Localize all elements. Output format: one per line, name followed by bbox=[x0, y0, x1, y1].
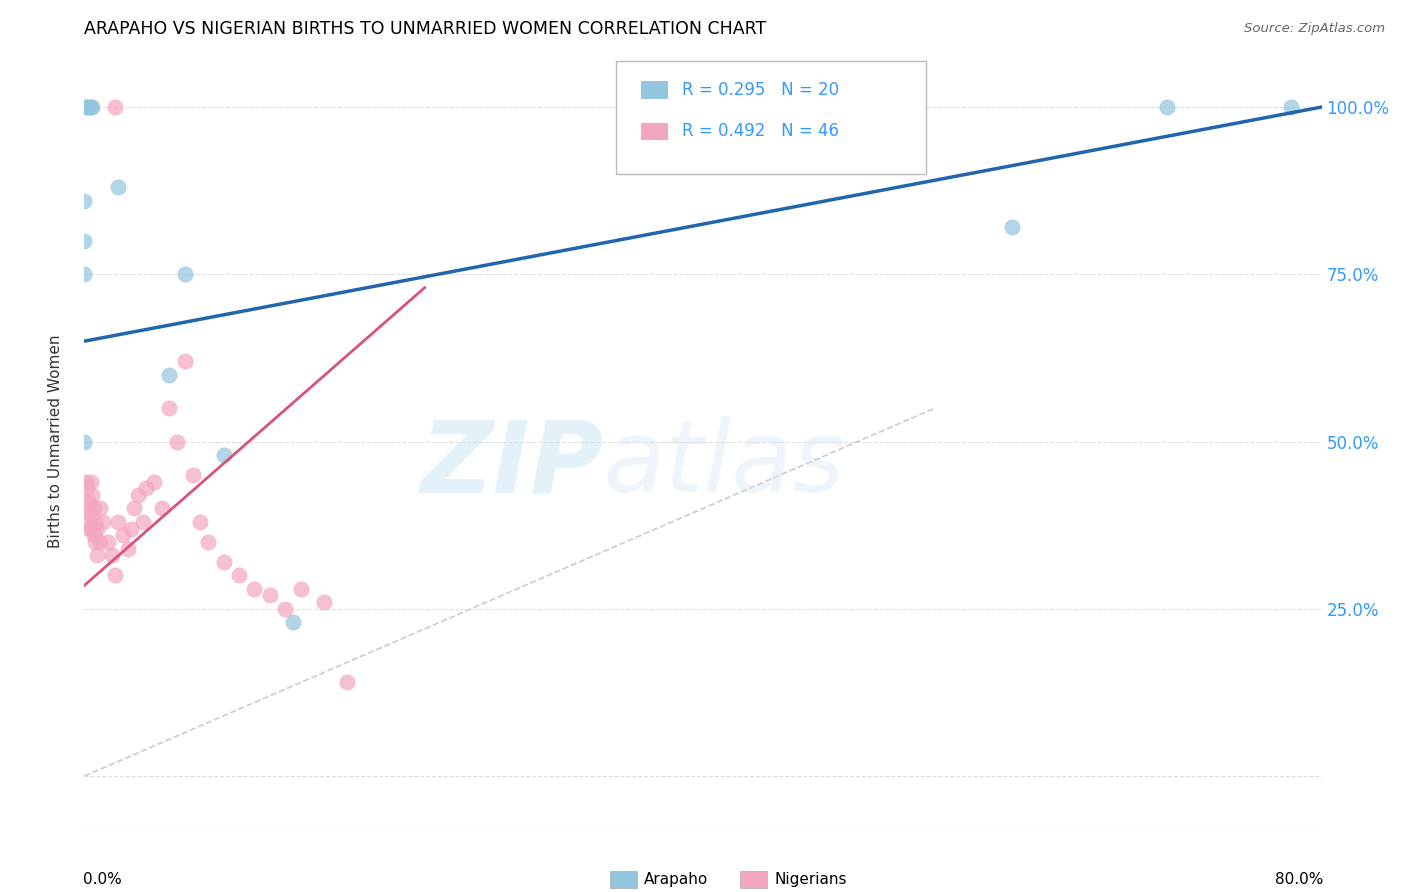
Point bbox=[79, 508, 101, 523]
Point bbox=[1156, 100, 1178, 114]
Point bbox=[76, 100, 98, 114]
Point bbox=[104, 100, 127, 114]
Point bbox=[101, 548, 124, 563]
Point bbox=[91, 515, 114, 529]
Point bbox=[1001, 220, 1024, 235]
Point bbox=[83, 501, 105, 516]
Point bbox=[188, 515, 211, 529]
Point bbox=[73, 234, 96, 248]
Point bbox=[76, 515, 98, 529]
Bar bbox=[641, 81, 668, 98]
Point bbox=[84, 515, 107, 529]
Bar bbox=[740, 871, 768, 888]
Y-axis label: Births to Unmarried Women: Births to Unmarried Women bbox=[48, 334, 63, 549]
Point bbox=[75, 100, 97, 114]
Text: ARAPAHO VS NIGERIAN BIRTHS TO UNMARRIED WOMEN CORRELATION CHART: ARAPAHO VS NIGERIAN BIRTHS TO UNMARRIED … bbox=[84, 21, 766, 38]
Text: atlas: atlas bbox=[605, 417, 845, 513]
Point bbox=[127, 488, 149, 502]
Point bbox=[150, 501, 173, 516]
Point bbox=[84, 535, 107, 549]
Point bbox=[197, 535, 219, 549]
Point bbox=[122, 501, 145, 516]
Point bbox=[77, 521, 100, 535]
Text: Nigerians: Nigerians bbox=[775, 871, 848, 887]
Point bbox=[281, 615, 305, 630]
Point bbox=[243, 582, 266, 596]
Point bbox=[104, 568, 127, 582]
Point bbox=[89, 535, 111, 549]
Point bbox=[86, 548, 108, 563]
Point bbox=[120, 521, 142, 535]
Point bbox=[96, 535, 118, 549]
Point bbox=[312, 595, 335, 609]
Point bbox=[77, 100, 100, 114]
Text: Arapaho: Arapaho bbox=[644, 871, 707, 887]
Point bbox=[79, 475, 101, 489]
Point bbox=[132, 515, 155, 529]
Point bbox=[89, 501, 111, 516]
Text: R = 0.295   N = 20: R = 0.295 N = 20 bbox=[682, 81, 839, 99]
Point bbox=[336, 675, 359, 690]
Bar bbox=[610, 871, 637, 888]
Point bbox=[159, 368, 180, 382]
Point bbox=[86, 521, 108, 535]
Point bbox=[274, 602, 297, 616]
Point bbox=[75, 475, 97, 489]
Bar bbox=[641, 122, 668, 140]
Point bbox=[83, 528, 105, 542]
Point bbox=[181, 468, 204, 483]
Point bbox=[79, 100, 101, 114]
Point bbox=[73, 434, 96, 449]
Text: 0.0%: 0.0% bbox=[83, 872, 122, 888]
Point bbox=[174, 354, 197, 368]
Text: R = 0.492   N = 46: R = 0.492 N = 46 bbox=[682, 122, 839, 140]
Text: ZIP: ZIP bbox=[420, 417, 605, 513]
Text: Source: ZipAtlas.com: Source: ZipAtlas.com bbox=[1244, 22, 1385, 36]
Point bbox=[1279, 100, 1302, 114]
Point bbox=[76, 482, 98, 496]
Point bbox=[112, 528, 135, 542]
Point bbox=[73, 194, 96, 208]
Point bbox=[212, 555, 235, 569]
Point bbox=[174, 268, 197, 282]
Point bbox=[290, 582, 312, 596]
Point bbox=[212, 448, 235, 462]
Point bbox=[82, 488, 104, 502]
Point bbox=[135, 482, 157, 496]
Text: 80.0%: 80.0% bbox=[1274, 872, 1323, 888]
Point bbox=[166, 434, 188, 449]
Point bbox=[73, 268, 96, 282]
Point bbox=[159, 401, 180, 416]
Point bbox=[82, 521, 104, 535]
Point bbox=[75, 501, 97, 516]
Point bbox=[107, 180, 129, 194]
Point bbox=[117, 541, 139, 556]
Point bbox=[228, 568, 250, 582]
Point bbox=[82, 100, 104, 114]
FancyBboxPatch shape bbox=[616, 62, 925, 174]
Point bbox=[259, 589, 281, 603]
Point bbox=[143, 475, 166, 489]
Point bbox=[77, 494, 100, 508]
Point bbox=[107, 515, 129, 529]
